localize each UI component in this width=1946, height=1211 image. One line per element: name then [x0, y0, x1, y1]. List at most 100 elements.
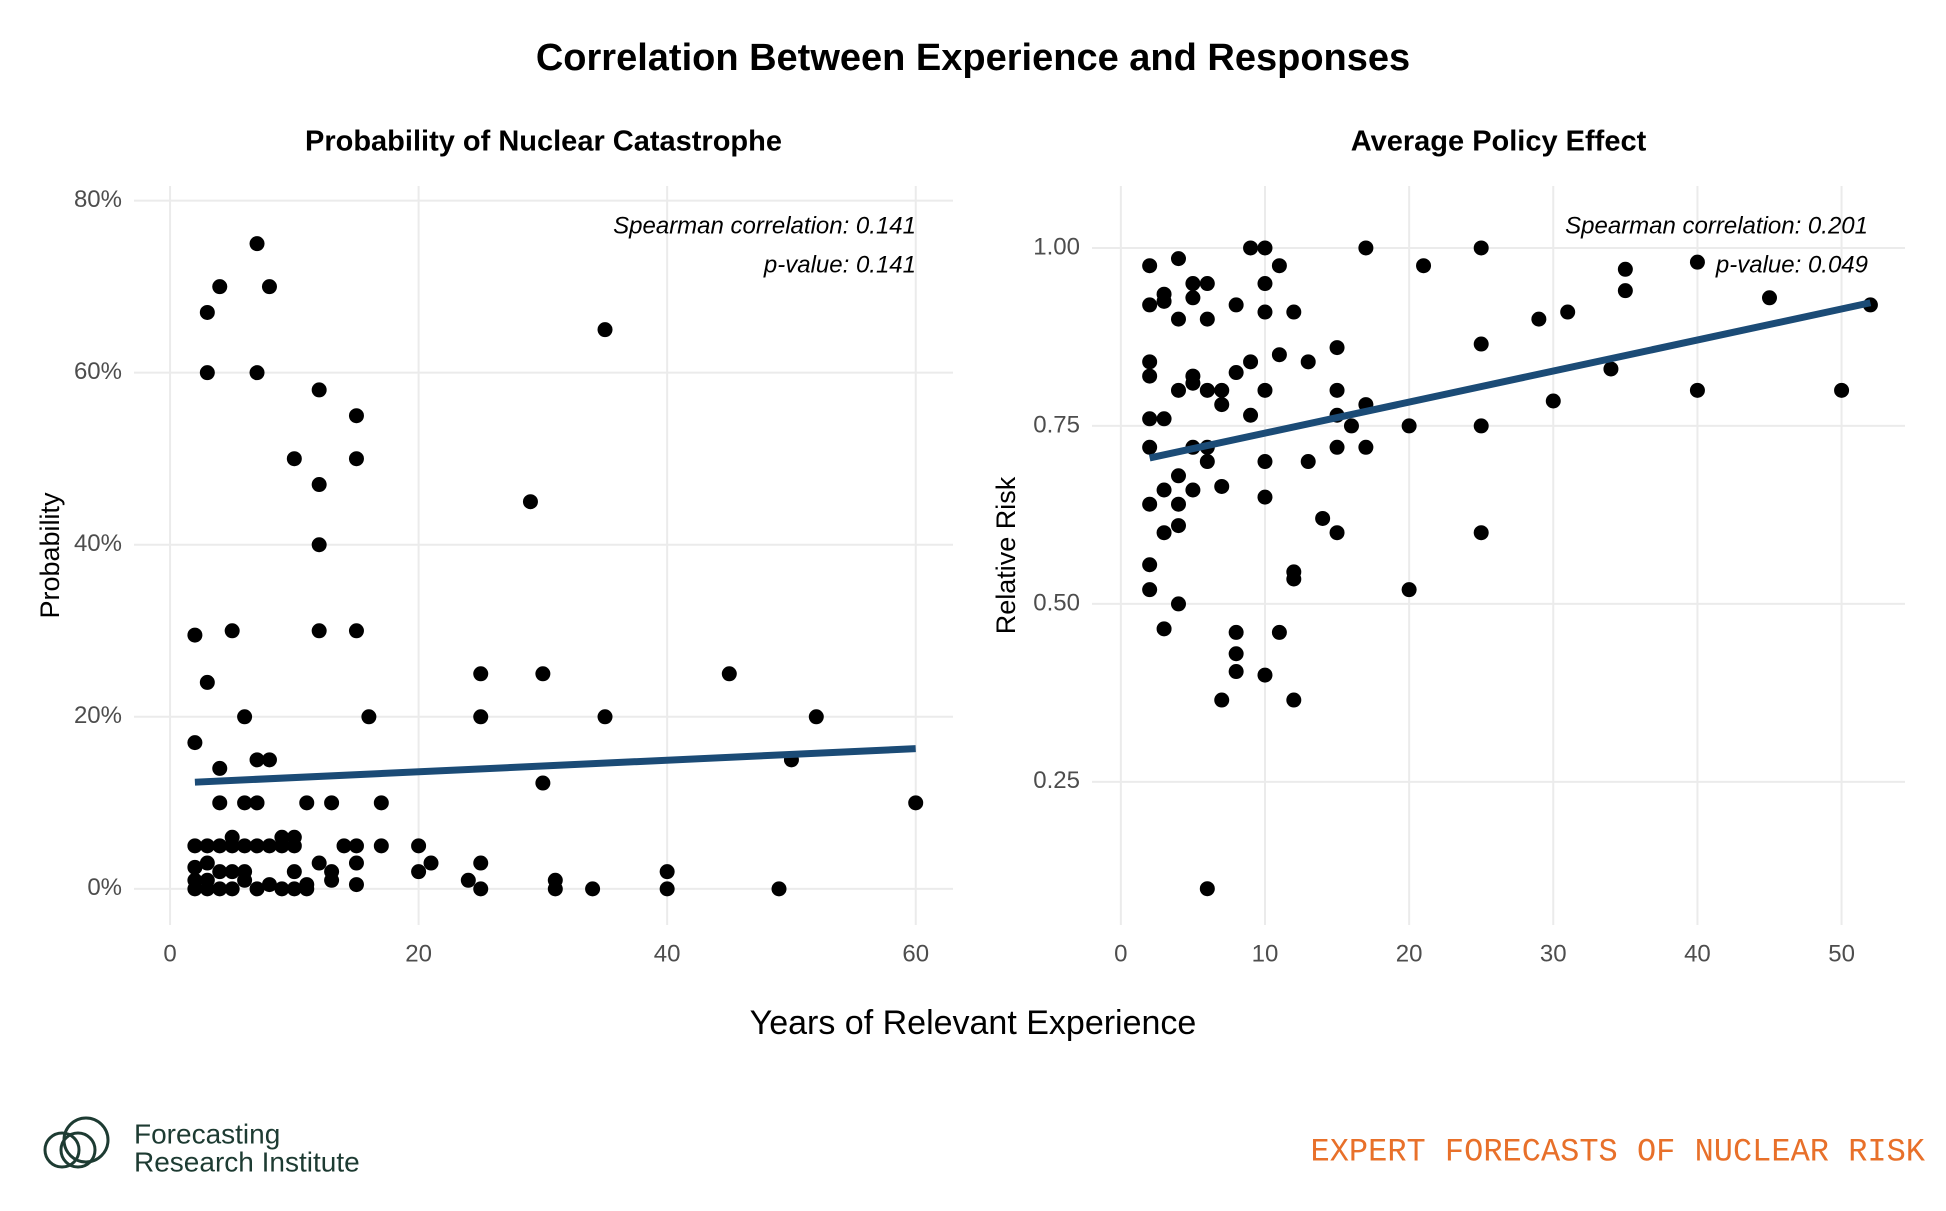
- point: [361, 709, 377, 725]
- point: [1199, 276, 1215, 292]
- point: [286, 451, 302, 467]
- point: [224, 864, 240, 880]
- point: [473, 855, 489, 871]
- chart-title: Correlation Between Experience and Respo…: [536, 37, 1410, 79]
- point: [261, 838, 277, 854]
- point: [212, 881, 228, 897]
- x-tick-label: 0: [163, 940, 176, 967]
- point: [1286, 571, 1302, 587]
- y-axis-label: Probability: [35, 492, 65, 619]
- point: [1214, 397, 1230, 413]
- point: [199, 365, 215, 381]
- point: [1214, 382, 1230, 398]
- point: [311, 855, 327, 871]
- footer-text: EXPERT FORECASTS OF NUCLEAR RISK: [1311, 1133, 1926, 1170]
- point: [1170, 468, 1186, 484]
- point: [261, 279, 277, 295]
- point: [1603, 361, 1619, 377]
- point: [1142, 354, 1158, 370]
- point: [1257, 382, 1273, 398]
- point: [199, 881, 215, 897]
- point: [1185, 276, 1201, 292]
- point: [274, 838, 290, 854]
- point: [373, 795, 389, 811]
- point: [659, 864, 675, 880]
- point: [212, 760, 228, 776]
- point: [1185, 482, 1201, 498]
- point: [1228, 664, 1244, 680]
- point: [1156, 525, 1172, 541]
- point: [311, 537, 327, 553]
- annotation: Spearman correlation: 0.201: [1565, 212, 1868, 239]
- point: [237, 872, 253, 888]
- point: [1228, 624, 1244, 640]
- point: [348, 838, 364, 854]
- point: [187, 735, 203, 751]
- point: [1286, 692, 1302, 708]
- point: [1142, 368, 1158, 384]
- point: [187, 859, 203, 875]
- y-tick-label: 20%: [74, 702, 122, 729]
- point: [1142, 411, 1158, 427]
- point: [187, 627, 203, 643]
- x-tick-label: 0: [1114, 940, 1127, 967]
- point: [237, 838, 253, 854]
- point: [1329, 382, 1345, 398]
- point: [199, 855, 215, 871]
- point: [1329, 439, 1345, 455]
- point: [1185, 290, 1201, 306]
- point: [1170, 311, 1186, 327]
- logo-ring: [62, 1116, 110, 1164]
- point: [1243, 240, 1259, 256]
- panel: Average Policy Effect Relative Risk 0 10 20 3…: [991, 126, 1905, 967]
- point: [1257, 276, 1273, 292]
- point: [348, 855, 364, 871]
- point: [1315, 510, 1331, 526]
- point: [1286, 304, 1302, 320]
- point: [1156, 293, 1172, 309]
- point: [411, 838, 427, 854]
- point: [1214, 478, 1230, 494]
- point: [1343, 418, 1359, 434]
- point: [1401, 418, 1417, 434]
- point: [224, 838, 240, 854]
- point: [1834, 382, 1850, 398]
- point: [212, 838, 228, 854]
- point: [261, 752, 277, 768]
- point: [1228, 365, 1244, 381]
- point: [348, 408, 364, 424]
- point: [1401, 582, 1417, 598]
- logo-text: Research Institute: [134, 1146, 360, 1177]
- x-tick-label: 60: [902, 940, 929, 967]
- point: [311, 623, 327, 639]
- point: [1271, 624, 1287, 640]
- point: [249, 881, 265, 897]
- point: [324, 872, 340, 888]
- point: [411, 864, 427, 880]
- point: [1358, 240, 1374, 256]
- point: [585, 881, 601, 897]
- point: [1689, 382, 1705, 398]
- y-tick-label: 1.00: [1033, 233, 1080, 260]
- y-tick-label: 0.75: [1033, 411, 1080, 438]
- point: [249, 838, 265, 854]
- point: [1243, 407, 1259, 423]
- point: [1142, 496, 1158, 512]
- point: [423, 855, 439, 871]
- point: [1257, 454, 1273, 470]
- point: [1257, 240, 1273, 256]
- point: [286, 838, 302, 854]
- point: [274, 881, 290, 897]
- point: [535, 666, 551, 682]
- point: [299, 881, 315, 897]
- point: [1142, 582, 1158, 598]
- point: [1156, 411, 1172, 427]
- point: [311, 382, 327, 398]
- point: [547, 881, 563, 897]
- point: [1243, 354, 1259, 370]
- point: [199, 304, 215, 320]
- point: [299, 795, 315, 811]
- point: [1545, 393, 1561, 409]
- point: [1300, 354, 1316, 370]
- point: [187, 838, 203, 854]
